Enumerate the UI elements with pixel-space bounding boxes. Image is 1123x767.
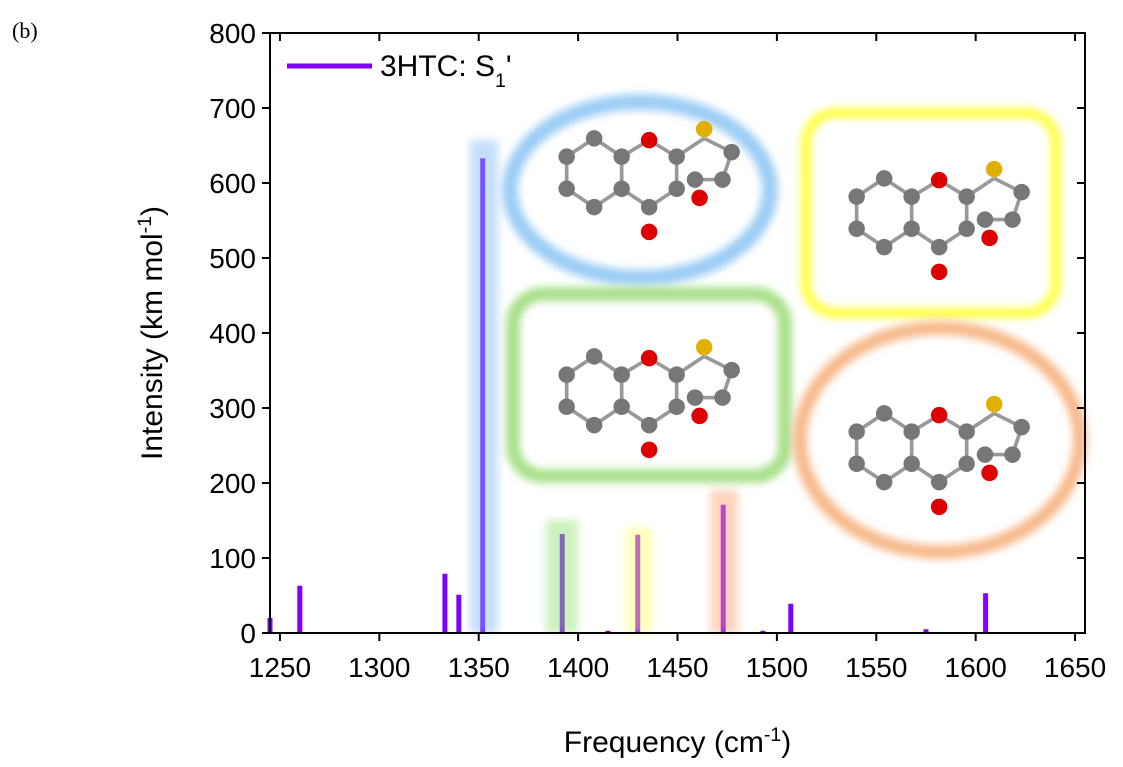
- label-part: 1: [495, 70, 506, 92]
- x-tick-label: 1350: [448, 652, 510, 683]
- peak-highlight: [626, 528, 652, 633]
- y-axis-label: Intensity (km mol-1): [134, 206, 169, 460]
- label-part: -1: [764, 724, 781, 746]
- y-tick-label: 700: [209, 93, 256, 124]
- chart: (b) 125013001350140014501500155016001650…: [0, 0, 1123, 762]
- label-part: ': [506, 50, 512, 83]
- y-tick-label: 300: [209, 393, 256, 424]
- label-part: Intensity (km mol: [136, 233, 169, 460]
- label-part: ): [781, 726, 791, 759]
- panel-label: (b): [12, 18, 38, 43]
- legend-label: 3HTC: S1': [380, 50, 512, 92]
- y-tick-label: 800: [209, 18, 256, 49]
- molecule: [558, 339, 740, 458]
- x-tick-label: 1400: [547, 652, 609, 683]
- y-tick-label: 400: [209, 318, 256, 349]
- x-tick-label: 1550: [845, 652, 907, 683]
- y-tick-label: 0: [240, 618, 256, 649]
- highlight-ellipse: [800, 328, 1080, 552]
- label-part: Frequency (cm: [564, 726, 764, 759]
- x-tick-label: 1450: [646, 652, 708, 683]
- highlight-ellipse: [510, 102, 770, 278]
- molecule: [558, 121, 740, 240]
- x-tick-label: 1300: [348, 652, 410, 683]
- y-tick-label: 600: [209, 168, 256, 199]
- y-tick-label: 500: [209, 243, 256, 274]
- peak-highlight: [710, 490, 738, 633]
- molecule: [848, 396, 1029, 515]
- y-tick-label: 200: [209, 468, 256, 499]
- y-tick-label: 100: [209, 543, 256, 574]
- x-axis-label: Frequency (cm-1): [564, 724, 791, 759]
- label-part: 3HTC: S: [380, 50, 495, 83]
- highlight-box: [806, 113, 1056, 313]
- peak-highlight: [546, 520, 578, 633]
- peak-highlight: [470, 140, 498, 633]
- x-tick-label: 1250: [249, 652, 311, 683]
- molecule: [848, 161, 1029, 280]
- decorations: [510, 102, 1080, 552]
- label-part: -1: [134, 216, 156, 233]
- x-tick-label: 1650: [1044, 652, 1106, 683]
- x-tick-label: 1600: [945, 652, 1007, 683]
- x-tick-label: 1500: [746, 652, 808, 683]
- label-part: ): [136, 206, 169, 216]
